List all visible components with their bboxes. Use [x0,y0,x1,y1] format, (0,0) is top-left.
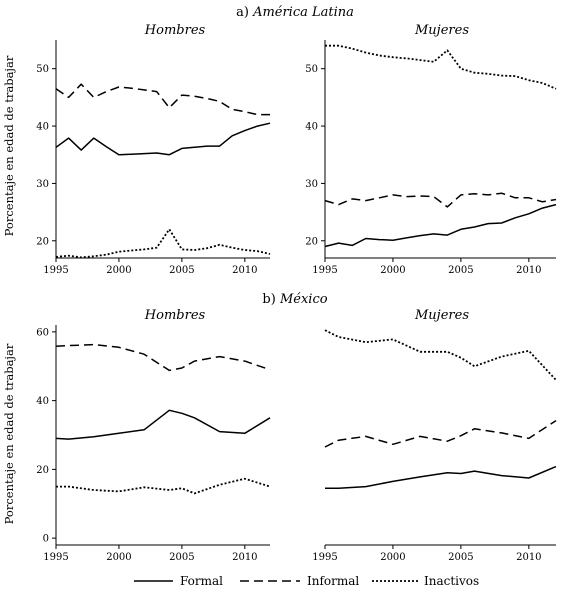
y-tick-label: 40 [305,122,318,133]
x-tick-label: 2000 [106,265,131,276]
series-line-formal [324,203,557,248]
series-line-informal [55,343,271,372]
x-tick-label: 1995 [312,265,337,276]
x-tick-label: 1995 [43,552,68,563]
panel-america-latina-hombres: Hombres 20 30 40 50 1995 2000 2005 2010 [36,23,271,276]
y-tick-label: 20 [305,236,318,247]
y-tick-label: 40 [36,396,49,407]
panel-america-latina-mujeres: Mujeres 20 30 40 50 1995 2000 2005 2010 [305,23,557,276]
y-tick-label: 30 [305,179,318,190]
panel-title: Mujeres [414,308,469,323]
section-label-a: a) [236,5,253,20]
legend-label-informal: Informal [307,574,359,588]
y-axis-label-bottom: Porcentaje en edad de trabajar [2,343,16,524]
x-tick-label: 2000 [106,552,131,563]
y-tick-label: 50 [305,64,318,75]
section-title-america-latina: a) América Latina [236,5,354,20]
x-tick-label: 2010 [516,552,541,563]
x-tick-label: 1995 [43,265,68,276]
x-tick-label: 2005 [448,265,473,276]
section-name-a: América Latina [252,5,354,20]
x-tick-label: 2005 [169,265,194,276]
section-label-b: b) [262,292,280,307]
y-tick-label: 60 [36,327,49,338]
series-line-informal [55,83,270,116]
series-line-informal [324,419,557,448]
series-line-inactivos [55,228,271,259]
series-line-inactivos [325,44,557,90]
y-tick-label: 30 [36,179,49,190]
x-tick-label: 2010 [232,265,257,276]
series-line-inactivos [324,329,557,381]
y-tick-label: 20 [36,236,49,247]
section-name-b: México [279,292,328,307]
section-title-mexico: b) México [262,292,327,307]
panel-title: Hombres [144,308,206,323]
y-tick-label: 20 [36,465,49,476]
x-tick-label: 2010 [516,265,541,276]
panel-title: Mujeres [414,23,469,38]
legend-label-formal: Formal [180,574,223,588]
x-tick-label: 2000 [380,552,405,563]
y-tick-label: 0 [43,534,49,545]
x-tick-label: 2005 [448,552,473,563]
x-tick-label: 2000 [380,265,405,276]
series-line-informal [324,192,557,208]
panel-mexico-mujeres: Mujeres 1995 2000 2005 2010 [312,308,557,563]
series-line-formal [55,122,271,156]
x-tick-label: 2005 [169,552,194,563]
series-line-formal [325,465,557,490]
legend-label-inactivos: Inactivos [424,574,479,588]
series-line-inactivos [56,477,271,495]
panel-title: Hombres [144,23,206,38]
x-tick-label: 1995 [312,552,337,563]
y-tick-label: 50 [36,64,49,75]
panel-mexico-hombres: Hombres 0 20 40 60 1995 2000 2005 2010 [36,308,271,563]
series-line-formal [55,409,271,440]
y-axis-label-top: Porcentaje en edad de trabajar [2,55,16,236]
x-tick-label: 2010 [232,552,257,563]
legend: Formal Informal Inactivos [134,574,479,588]
y-tick-label: 40 [36,122,49,133]
